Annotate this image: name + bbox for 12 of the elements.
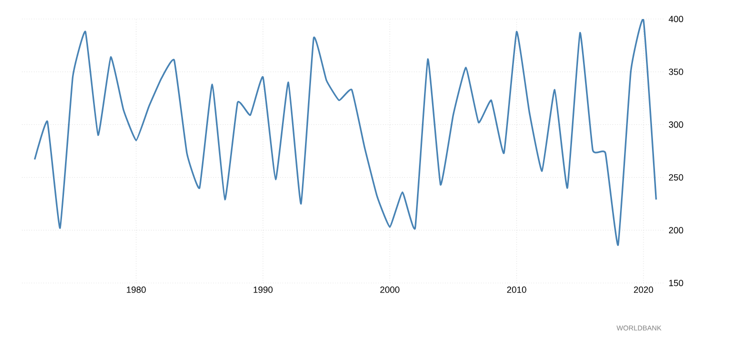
x-tick-label: 1980 — [126, 286, 146, 293]
y-tick-label: 150 — [669, 280, 684, 286]
y-tick-label: 200 — [668, 227, 684, 234]
y-tick-label: 250 — [668, 174, 684, 181]
y-tick-label: 300 — [668, 121, 684, 128]
x-tick-label: 1990 — [254, 286, 273, 293]
x-tick-label: 2020 — [634, 286, 654, 293]
y-tick-label: 400 — [668, 16, 684, 22]
line-series — [34, 19, 657, 246]
x-tick-label: 2000 — [380, 286, 400, 293]
x-tick-label: 2010 — [507, 286, 526, 293]
y-tick-label: 350 — [668, 68, 684, 75]
